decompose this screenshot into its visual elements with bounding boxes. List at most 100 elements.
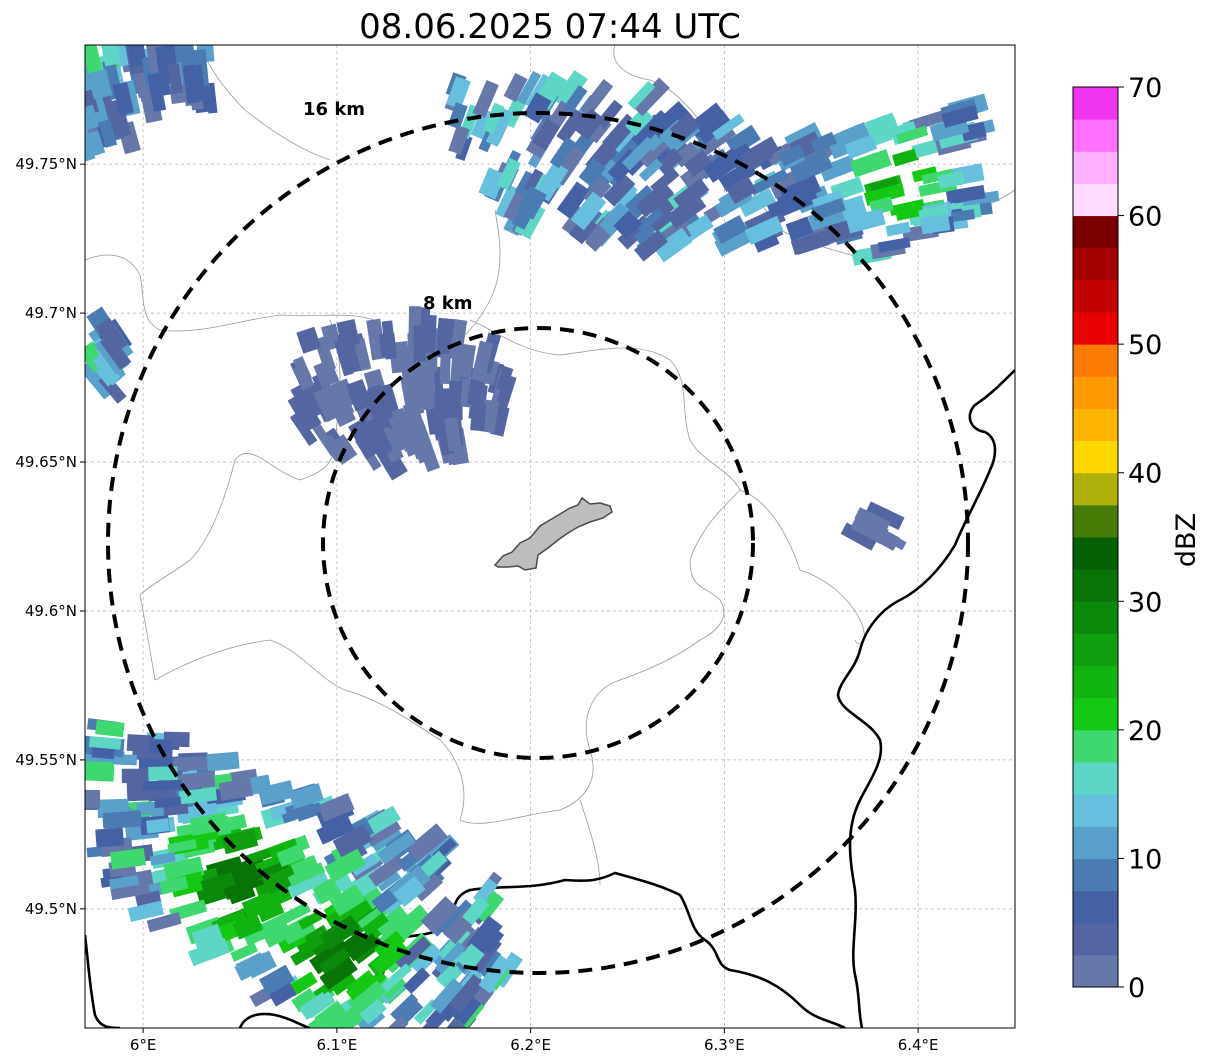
echo-cell — [849, 149, 892, 178]
echo-cell — [818, 154, 857, 182]
echo-cell — [478, 167, 506, 200]
commune-border — [459, 209, 501, 341]
echo-cell — [287, 868, 329, 898]
echo-cell — [393, 876, 426, 907]
colorbar-segment — [1073, 119, 1118, 152]
echo-cell — [625, 107, 654, 136]
colorbar-segment — [1073, 890, 1118, 924]
colorbar: 0 10 20 30 40 50 60 70 — [1072, 73, 1162, 1004]
echo-cell — [725, 124, 761, 156]
echo-cell — [414, 431, 441, 473]
range-ring-label-16km: 16 km — [303, 99, 365, 120]
colorbar-segment — [1073, 247, 1118, 281]
echo-cell — [371, 828, 404, 855]
echo-cell — [419, 850, 448, 878]
echo-cell — [292, 363, 315, 391]
colorbar-segment — [1073, 504, 1118, 538]
echo-cell — [390, 993, 419, 1021]
echo-cell — [636, 207, 668, 238]
echo-cell — [121, 768, 150, 784]
lat-tick-label: 49.6°N — [25, 602, 77, 620]
echo-cell — [276, 843, 306, 868]
echo-cell — [920, 214, 951, 235]
echo-cell — [412, 871, 444, 902]
echo-cell — [167, 63, 183, 95]
chart-title: 08.06.2025 07:44 UTC — [359, 7, 741, 47]
echo-cell — [778, 144, 806, 167]
echo-cell — [840, 522, 878, 551]
colorbar-segment — [1073, 954, 1118, 988]
echo-cell — [109, 753, 138, 766]
town-polygon — [493, 496, 613, 571]
echo-cell — [395, 936, 432, 971]
echo-cell — [223, 880, 254, 900]
echo-cell — [554, 70, 588, 110]
echo-cell — [261, 865, 299, 895]
lat-tick-label: 49.5°N — [25, 900, 77, 918]
echo-cell — [637, 137, 669, 168]
colorbar-segment — [1073, 697, 1118, 731]
range-ring-label-8km: 8 km — [423, 293, 473, 314]
echo-cell — [336, 319, 360, 348]
echo-cell — [779, 174, 822, 207]
colorbar-tick-label: 10 — [1128, 844, 1162, 875]
echo-cell — [439, 353, 451, 385]
echo-cell — [242, 917, 282, 947]
echo-cell — [187, 937, 231, 967]
echo-cell — [891, 148, 920, 167]
lat-tick-label: 49.65°N — [15, 453, 77, 471]
echo-cell — [416, 360, 436, 396]
colorbar-segment — [1073, 408, 1118, 442]
echo-cell — [472, 79, 499, 119]
echo-cell — [109, 847, 146, 870]
echo-cell — [289, 411, 318, 446]
echo-region-south-west-band — [85, 718, 523, 1028]
commune-border — [139, 453, 301, 681]
echo-cell — [176, 821, 207, 837]
echo-cell — [230, 942, 258, 962]
echo-cell — [288, 783, 324, 810]
echo-cell — [362, 912, 389, 937]
echo-cell — [844, 134, 878, 160]
echo-cell — [523, 92, 552, 124]
echo-cell — [503, 72, 528, 103]
colorbar-segment — [1073, 601, 1118, 634]
echo-cell — [296, 326, 322, 354]
echo-cell — [403, 967, 431, 994]
echo-cell — [102, 810, 142, 829]
echo-cell — [206, 751, 240, 772]
echo-cell — [556, 108, 586, 144]
colorbar-segment — [1073, 215, 1118, 249]
echo-cell — [287, 863, 321, 886]
lon-tick-label: 6.2°E — [510, 1036, 551, 1054]
colorbar-segment — [1073, 794, 1118, 827]
echo-cell — [159, 875, 189, 895]
echo-cell — [713, 214, 748, 245]
echo-cell — [714, 224, 756, 257]
echo-cell — [232, 913, 264, 940]
echo-cell — [744, 215, 784, 245]
echo-cell — [482, 102, 505, 134]
echo-cell — [596, 99, 623, 129]
echo-cell — [896, 125, 929, 145]
commune-border — [469, 319, 741, 561]
echo-cell — [894, 202, 924, 221]
echo-cell — [318, 947, 351, 975]
echo-cell — [829, 124, 863, 146]
echo-cell — [177, 771, 216, 790]
echo-cell — [790, 229, 833, 256]
echo-cell — [496, 157, 521, 191]
echo-cell — [829, 136, 860, 160]
echo-cell — [627, 80, 656, 110]
echo-region-west-edge — [85, 306, 134, 404]
echo-region-east-scatter — [840, 501, 907, 551]
echo-cell — [320, 914, 361, 950]
echo-cell — [110, 881, 150, 901]
echo-cell — [281, 802, 322, 824]
echo-cell — [430, 978, 466, 1015]
lon-tick-label: 6°E — [130, 1036, 157, 1054]
echo-cell — [100, 45, 121, 67]
echo-cell — [179, 45, 196, 69]
echo-cell — [112, 81, 135, 116]
